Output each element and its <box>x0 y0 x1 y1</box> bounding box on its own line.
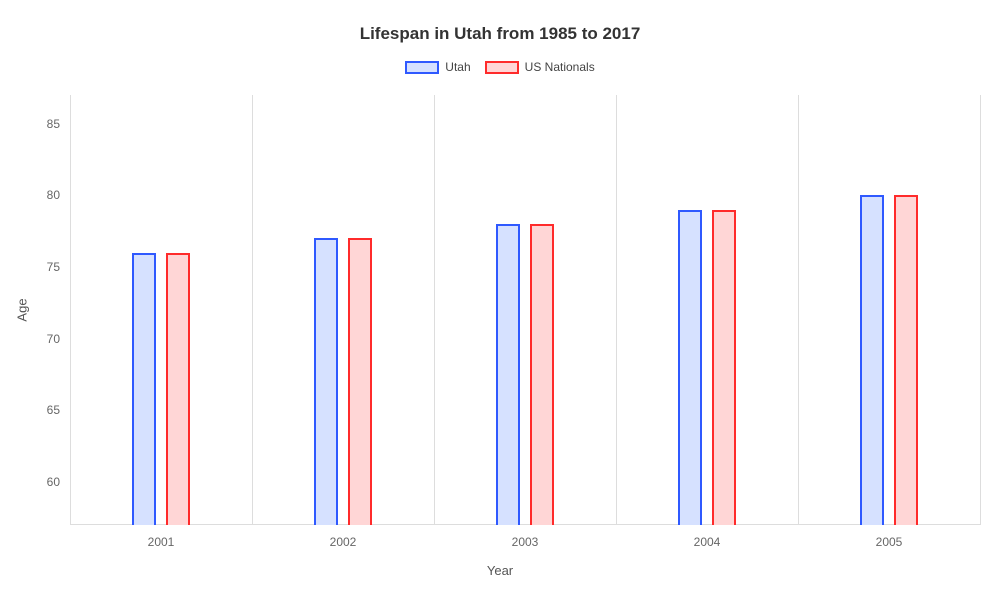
gridline-vertical <box>434 95 435 525</box>
legend: Utah US Nationals <box>0 60 1000 74</box>
gridline-vertical <box>70 95 71 525</box>
bar <box>678 210 702 525</box>
x-tick-label: 2002 <box>330 525 357 549</box>
gridline-vertical <box>616 95 617 525</box>
bar <box>712 210 736 525</box>
bar <box>166 253 190 525</box>
x-tick-label: 2003 <box>512 525 539 549</box>
bar <box>348 238 372 525</box>
bar <box>530 224 554 525</box>
legend-label: Utah <box>445 60 470 74</box>
legend-item: Utah <box>405 60 470 74</box>
plot-area: 60657075808520012002200320042005 <box>70 95 980 525</box>
bar <box>894 195 918 525</box>
bar <box>314 238 338 525</box>
legend-swatch <box>405 61 439 74</box>
x-tick-label: 2001 <box>148 525 175 549</box>
y-axis-label: Age <box>15 298 30 321</box>
y-tick-label: 85 <box>47 117 70 131</box>
y-tick-label: 80 <box>47 188 70 202</box>
gridline-vertical <box>798 95 799 525</box>
x-tick-label: 2005 <box>876 525 903 549</box>
bar <box>860 195 884 525</box>
gridline-vertical <box>980 95 981 525</box>
bar <box>132 253 156 525</box>
x-axis-label: Year <box>0 563 1000 578</box>
bar <box>496 224 520 525</box>
y-tick-label: 75 <box>47 260 70 274</box>
legend-label: US Nationals <box>525 60 595 74</box>
legend-item: US Nationals <box>485 60 595 74</box>
legend-swatch <box>485 61 519 74</box>
y-tick-label: 65 <box>47 403 70 417</box>
x-tick-label: 2004 <box>694 525 721 549</box>
y-tick-label: 70 <box>47 332 70 346</box>
chart-title: Lifespan in Utah from 1985 to 2017 <box>0 24 1000 44</box>
gridline-vertical <box>252 95 253 525</box>
y-tick-label: 60 <box>47 475 70 489</box>
